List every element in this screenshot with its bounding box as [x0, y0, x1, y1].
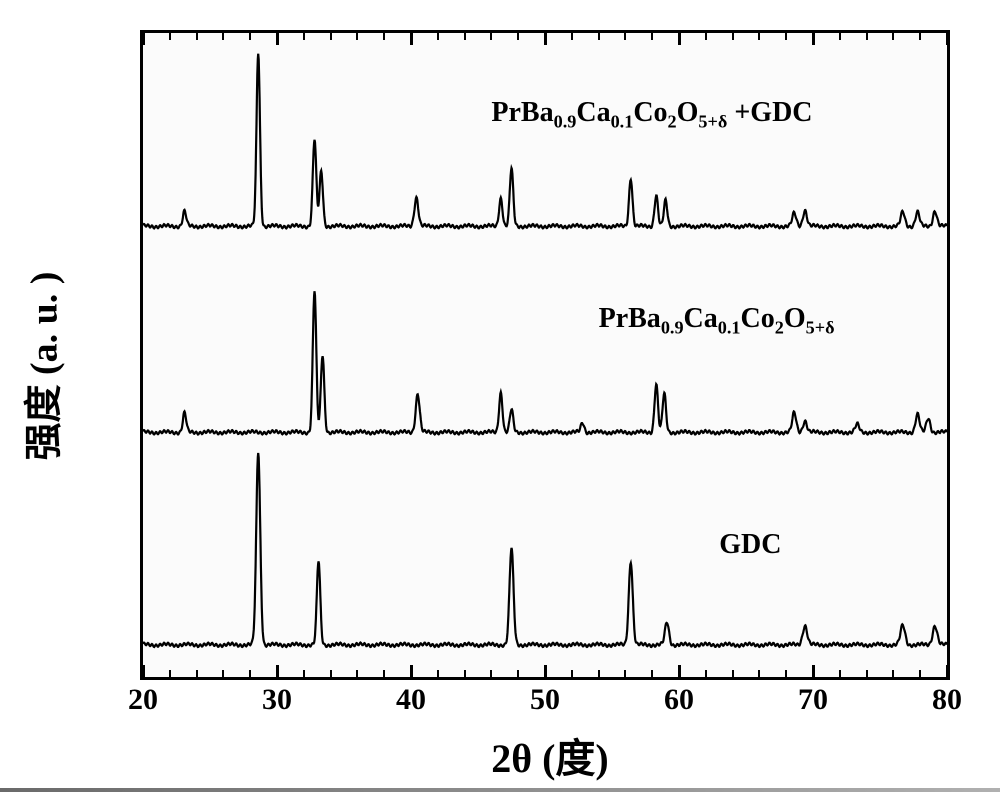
x-tick-label: 60 — [664, 683, 694, 717]
series-label: GDC — [719, 529, 781, 561]
x-tick-label: 20 — [128, 683, 158, 717]
bottom-border-accent — [0, 788, 1000, 792]
x-tick-label: 40 — [396, 683, 426, 717]
series-label: PrBa0.9Ca0.1Co2O5+δ — [599, 303, 835, 339]
x-tick-label: 30 — [262, 683, 292, 717]
xrd-figure: 强度 (a. u. ) 20 30 40 50 60 70 80 GDC PrBa0.9Ca0.… — [0, 0, 1000, 792]
y-axis-label: 强度 (a. u. ) — [13, 272, 68, 461]
x-tick-label: 50 — [530, 683, 560, 717]
series-label: PrBa0.9Ca0.1Co2O5+δ +GDC — [491, 97, 812, 133]
x-tick-label: 70 — [798, 683, 828, 717]
xrd-series-prba0-9ca0-1co2o5-d-gdc — [143, 54, 947, 229]
plot-area: 20304050607080GDCPrBa0.9Ca0.1Co2O5+δPrBa… — [140, 30, 950, 680]
x-tick-label: 80 — [932, 683, 962, 717]
x-axis-label: 2θ (度) — [491, 726, 609, 784]
xrd-series-gdc — [143, 453, 947, 647]
